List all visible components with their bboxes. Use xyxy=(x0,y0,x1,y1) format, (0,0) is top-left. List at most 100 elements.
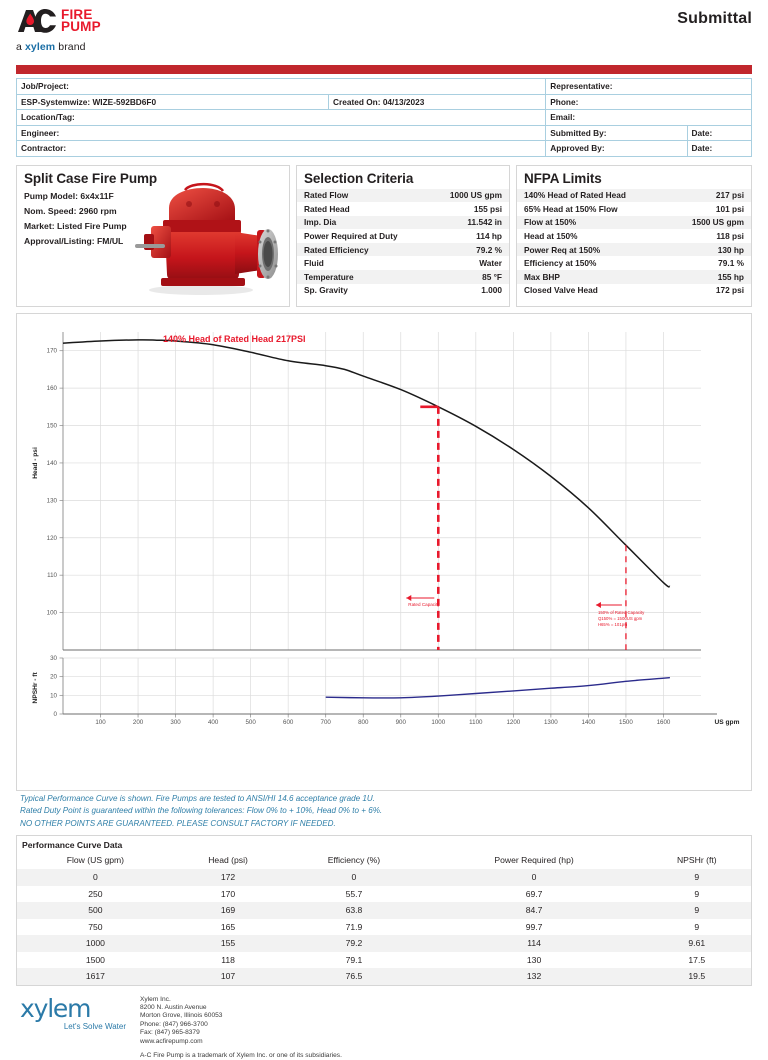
npshr-axis-tick-label: 10 xyxy=(50,692,57,699)
pump-panel: Split Case Fire Pump Pump Model: 6x4x11F… xyxy=(16,165,290,307)
nfpa-limits-row-value: 172 psi xyxy=(666,284,751,298)
summary-panels: Split Case Fire Pump Pump Model: 6x4x11F… xyxy=(16,165,752,307)
table-cell: 155 xyxy=(174,935,283,952)
esp-systemwize-value[interactable]: ESP-Systemwize: WIZE-592BD6F0 xyxy=(17,94,329,110)
engineer-label[interactable]: Engineer: xyxy=(17,125,546,141)
nfpa-limits-row-value: 1500 US gpm xyxy=(666,216,751,230)
nfpa-limits-row-value: 101 psi xyxy=(666,202,751,216)
selection-criteria-row-key: Temperature xyxy=(297,270,428,284)
table-cell: 1000 xyxy=(17,935,174,952)
nfpa-limits-title: NFPA Limits xyxy=(517,166,751,189)
chart-title: 140% Head of Rated Head 217PSI xyxy=(163,334,306,344)
head-axis-tick-label: 170 xyxy=(47,347,58,354)
column-header: Power Required (hp) xyxy=(426,853,643,869)
table-cell: 63.8 xyxy=(282,902,425,919)
table-cell: 0 xyxy=(282,869,425,886)
table-cell: 9 xyxy=(643,902,751,919)
percent150-label-line: Q150% = 1500US gpm xyxy=(598,616,643,621)
approved-by-label[interactable]: Approved By: xyxy=(546,141,687,157)
logo-pump-text: PUMP xyxy=(61,21,101,33)
selection-criteria-row-value: 11.542 in xyxy=(428,216,509,230)
created-on-value[interactable]: Created On: 04/13/2023 xyxy=(329,94,546,110)
x-axis-tick-label: 1200 xyxy=(506,719,520,726)
location-tag-label[interactable]: Location/Tag: xyxy=(17,110,546,126)
table-header-row: Flow (US gpm)Head (psi)Efficiency (%)Pow… xyxy=(17,853,751,869)
selection-criteria-row-value: 155 psi xyxy=(428,202,509,216)
head-axis-tick-label: 100 xyxy=(47,609,58,616)
rated-capacity-arrow-head xyxy=(406,595,411,601)
x-axis-tick-label: 1600 xyxy=(657,719,671,726)
table-row: Job/Project: Representative: xyxy=(17,79,752,95)
table-cell: 76.5 xyxy=(282,968,425,985)
nfpa-limits-row-key: Closed Valve Head xyxy=(517,284,666,298)
x-axis-tick-label: 900 xyxy=(396,719,407,726)
note-line-1: Typical Performance Curve is shown. Fire… xyxy=(20,793,752,806)
head-axis-title: Head - psi xyxy=(32,447,39,479)
table-cell: 118 xyxy=(174,952,283,969)
selection-criteria-row-key: Sp. Gravity xyxy=(297,284,428,298)
percent150-label-line: H65% = 101psi xyxy=(598,622,627,627)
nfpa-limits-row-value: 130 hp xyxy=(666,243,751,257)
approved-date-label[interactable]: Date: xyxy=(687,141,751,157)
table-cell: 1500 xyxy=(17,952,174,969)
table-cell: 170 xyxy=(174,886,283,903)
table-cell: 1617 xyxy=(17,968,174,985)
spec-approval-listing: Approval/Listing: FM/UL xyxy=(24,234,282,249)
selection-criteria-row-key: Fluid xyxy=(297,256,428,270)
address-website[interactable]: www.acfirepump.com xyxy=(140,1038,342,1046)
spec-nom-speed: Nom. Speed: 2960 rpm xyxy=(24,204,282,219)
email-label[interactable]: Email: xyxy=(546,110,752,126)
contractor-label[interactable]: Contractor: xyxy=(17,141,546,157)
brand-prefix: a xyxy=(16,41,25,53)
percent150-label-line: 150% of Rated Capacity xyxy=(598,610,645,615)
nfpa-limits-row-key: 140% Head of Rated Head xyxy=(517,189,666,203)
submittal-page: FIRE PUMP a xylem brand Submittal Job/Pr… xyxy=(0,0,768,1024)
table-cell: 79.1 xyxy=(282,952,425,969)
head-axis-tick-label: 150 xyxy=(47,422,58,429)
submitted-date-label[interactable]: Date: xyxy=(687,125,751,141)
page-footer: xylem Let's Solve Water Xylem Inc. 8200 … xyxy=(16,996,752,1060)
head-axis-tick-label: 160 xyxy=(47,385,58,392)
spec-pump-model: Pump Model: 6x4x11F xyxy=(24,189,282,204)
red-divider-bar xyxy=(16,65,752,74)
x-axis-tick-label: 1500 xyxy=(619,719,633,726)
npshr-curve-line xyxy=(326,677,670,697)
submitted-by-label[interactable]: Submitted By: xyxy=(546,125,687,141)
selection-criteria-row-key: Rated Flow xyxy=(297,189,428,203)
address-fax: Fax: (847) 965-8379 xyxy=(140,1029,342,1037)
job-project-label[interactable]: Job/Project: xyxy=(17,79,546,95)
brand-suffix: brand xyxy=(55,41,85,53)
address-line: Morton Grove, Illinois 60053 xyxy=(140,1012,342,1020)
phone-label[interactable]: Phone: xyxy=(546,94,752,110)
table-row: Power Req at 150%130 hp xyxy=(517,243,751,257)
x-axis-tick-label: 700 xyxy=(321,719,332,726)
performance-data-section: Performance Curve Data Flow (US gpm)Head… xyxy=(16,835,752,986)
x-axis-tick-label: 400 xyxy=(208,719,219,726)
head-axis-tick-label: 130 xyxy=(47,497,58,504)
nfpa-limits-row-key: Efficiency at 150% xyxy=(517,256,666,270)
x-axis-tick-label: 1400 xyxy=(582,719,596,726)
selection-criteria-row-value: 85 °F xyxy=(428,270,509,284)
xylem-wordmark: xylem xyxy=(20,996,128,1021)
table-cell: 0 xyxy=(17,869,174,886)
address-line: Xylem Inc. xyxy=(140,996,342,1004)
table-row: Location/Tag: Email: xyxy=(17,110,752,126)
selection-criteria-row-value: 79.2 % xyxy=(428,243,509,257)
table-cell: 132 xyxy=(426,968,643,985)
representative-label[interactable]: Representative: xyxy=(546,79,752,95)
npshr-axis-tick-label: 0 xyxy=(54,711,58,718)
xylem-footer-logo: xylem Let's Solve Water xyxy=(16,996,128,1031)
x-axis-tick-label: 300 xyxy=(170,719,181,726)
